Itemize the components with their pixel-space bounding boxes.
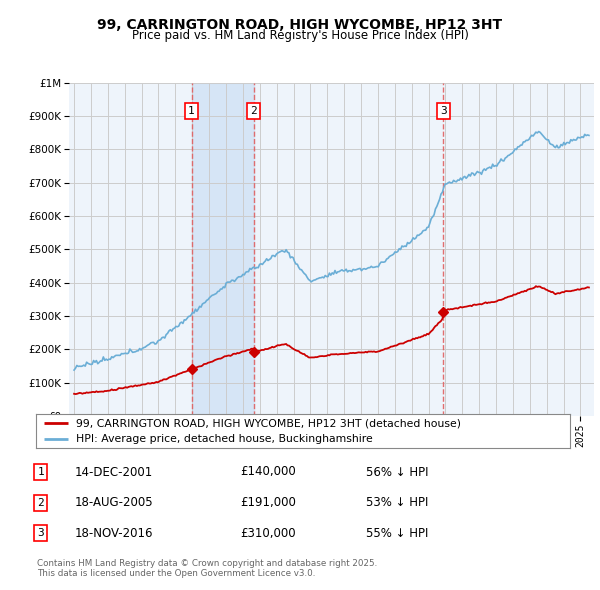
Text: 3: 3	[37, 529, 44, 538]
Text: 1: 1	[37, 467, 44, 477]
Text: This data is licensed under the Open Government Licence v3.0.: This data is licensed under the Open Gov…	[37, 569, 316, 578]
Text: 2: 2	[37, 498, 44, 507]
Text: 14-DEC-2001: 14-DEC-2001	[75, 466, 153, 478]
Text: 55% ↓ HPI: 55% ↓ HPI	[366, 527, 428, 540]
Bar	[191, 83, 254, 416]
Text: 18-AUG-2005: 18-AUG-2005	[75, 496, 154, 509]
Text: 99, CARRINGTON ROAD, HIGH WYCOMBE, HP12 3HT (detached house): 99, CARRINGTON ROAD, HIGH WYCOMBE, HP12 …	[76, 418, 461, 428]
Text: 56% ↓ HPI: 56% ↓ HPI	[366, 466, 428, 478]
Text: 2: 2	[250, 106, 257, 116]
Text: 99, CARRINGTON ROAD, HIGH WYCOMBE, HP12 3HT: 99, CARRINGTON ROAD, HIGH WYCOMBE, HP12 …	[97, 18, 503, 32]
Text: HPI: Average price, detached house, Buckinghamshire: HPI: Average price, detached house, Buck…	[76, 434, 373, 444]
Text: 53% ↓ HPI: 53% ↓ HPI	[366, 496, 428, 509]
Text: Price paid vs. HM Land Registry's House Price Index (HPI): Price paid vs. HM Land Registry's House …	[131, 30, 469, 42]
Text: £310,000: £310,000	[240, 527, 296, 540]
Text: £191,000: £191,000	[240, 496, 296, 509]
Text: 18-NOV-2016: 18-NOV-2016	[75, 527, 154, 540]
Text: £140,000: £140,000	[240, 466, 296, 478]
Text: 3: 3	[440, 106, 447, 116]
Text: Contains HM Land Registry data © Crown copyright and database right 2025.: Contains HM Land Registry data © Crown c…	[37, 559, 377, 568]
Text: 1: 1	[188, 106, 195, 116]
